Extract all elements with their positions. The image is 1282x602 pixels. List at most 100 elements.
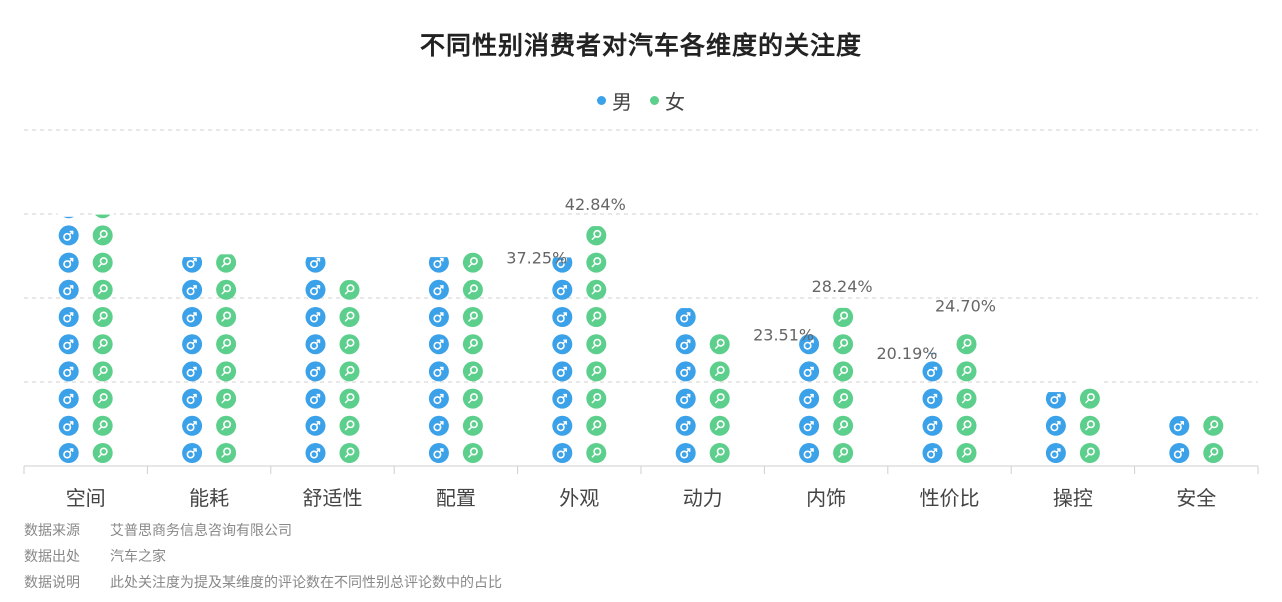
- bar-symbol-marker: [428, 361, 449, 382]
- female-symbol-icon: [344, 371, 350, 377]
- male-symbol-icon: [556, 396, 565, 405]
- male-symbol-icon: [556, 341, 565, 350]
- bar-symbol-marker: [552, 334, 573, 355]
- bar-symbol-marker: [58, 443, 79, 463]
- male-symbol-icon: [186, 287, 195, 296]
- male-symbol-icon: [556, 314, 565, 323]
- male-symbol-icon: [803, 368, 812, 377]
- female-symbol-icon: [963, 393, 972, 402]
- bar-symbol-marker: [833, 334, 854, 355]
- male-symbol-icon: [309, 396, 318, 405]
- male-symbol-icon: [1173, 423, 1182, 432]
- male-symbol-icon: [809, 421, 814, 426]
- female-symbol-icon: [99, 447, 108, 456]
- bar-male: [304, 251, 327, 463]
- female-symbol-icon: [593, 447, 602, 456]
- bar-symbol-marker: [922, 361, 943, 382]
- bar-female: [832, 306, 855, 463]
- bar-symbol-marker: [956, 415, 977, 436]
- bar-top-mask: [1044, 387, 1067, 393]
- female-symbol-icon: [469, 420, 478, 429]
- male-symbol-icon: [439, 312, 444, 317]
- female-symbol-icon: [840, 447, 849, 456]
- bar-symbol-marker: [428, 279, 449, 300]
- male-symbol-icon: [192, 393, 197, 399]
- bar-symbol-marker: [182, 388, 203, 409]
- source-value: 汽车之家: [110, 549, 166, 565]
- female-symbol-icon: [1210, 420, 1219, 429]
- male-symbol-icon: [685, 339, 691, 345]
- bar-symbol-marker: [1203, 415, 1224, 436]
- bar-symbol-marker: [305, 388, 326, 409]
- bar-symbol-marker: [92, 388, 113, 409]
- bar-female: [955, 306, 978, 463]
- bar-symbol-marker: [182, 443, 203, 463]
- male-symbol-icon: [556, 260, 565, 269]
- male-symbol-icon: [439, 366, 444, 372]
- bar-symbol-marker: [216, 415, 237, 436]
- male-symbol-icon: [186, 260, 195, 269]
- female-symbol-icon: [468, 426, 473, 431]
- male-symbol-icon: [439, 285, 444, 290]
- male-symbol-icon: [439, 448, 444, 453]
- bar-male: [181, 251, 204, 463]
- female-symbol-icon: [838, 317, 843, 322]
- bar-male: [1168, 414, 1191, 463]
- male-symbol-icon: [63, 341, 72, 350]
- male-symbol-icon: [680, 341, 689, 350]
- bar-symbol-marker: [339, 415, 360, 436]
- female-symbol-icon: [346, 447, 355, 456]
- male-symbol-icon: [68, 257, 74, 263]
- male-symbol-icon: [680, 396, 689, 405]
- female-symbol-icon: [715, 398, 720, 404]
- bar-symbol-marker: [92, 252, 113, 273]
- female-symbol-icon: [716, 447, 725, 456]
- bar-symbol-marker: [552, 361, 573, 382]
- female-symbol-icon: [221, 290, 226, 295]
- male-symbol-icon: [803, 423, 812, 432]
- bar-symbol-marker: [922, 443, 943, 463]
- male-symbol-icon: [932, 448, 938, 453]
- bar-symbol-marker: [92, 361, 113, 382]
- bar-symbol-marker: [552, 279, 573, 300]
- male-symbol-icon: [309, 260, 318, 269]
- bar-symbol-marker: [58, 415, 79, 436]
- bar-symbol-marker: [675, 361, 696, 382]
- bar-top-mask: [338, 278, 361, 281]
- bar-symbol-marker: [462, 334, 483, 355]
- female-symbol-icon: [223, 338, 232, 347]
- chart-legend: 男 女: [0, 86, 1282, 115]
- bar-symbol-marker: [92, 443, 113, 463]
- bar-symbol-marker: [1045, 415, 1066, 436]
- male-symbol-icon: [1050, 396, 1059, 405]
- male-symbol-icon: [556, 287, 565, 296]
- female-symbol-icon: [221, 344, 226, 349]
- chart-title: 不同性别消费者对汽车各维度的关注度: [419, 31, 862, 60]
- female-symbol-icon: [838, 426, 843, 431]
- male-symbol-icon: [562, 448, 567, 453]
- female-symbol-icon: [221, 317, 226, 322]
- female-symbol-icon: [1086, 447, 1095, 456]
- female-symbol-icon: [98, 290, 103, 295]
- bar-top-mask: [585, 224, 608, 227]
- female-symbol-icon: [593, 420, 602, 429]
- female-symbol-icon: [963, 447, 972, 456]
- female-symbol-icon: [99, 338, 108, 347]
- bar-symbol-marker: [462, 415, 483, 436]
- bar-top-mask: [1078, 360, 1101, 385]
- bar-symbol-marker: [462, 252, 483, 273]
- male-symbol-icon: [556, 423, 565, 432]
- female-symbol-icon: [1085, 398, 1090, 404]
- bar-symbol-marker: [586, 415, 607, 436]
- female-symbol-icon: [716, 393, 725, 402]
- bar-top-mask: [215, 251, 238, 255]
- female-symbol-icon: [591, 426, 596, 431]
- female-symbol-icon: [99, 311, 108, 320]
- bar-symbol-marker: [462, 307, 483, 327]
- bar-symbol-marker: [305, 443, 326, 463]
- female-symbol-icon: [468, 453, 473, 458]
- bar-top-mask: [427, 251, 450, 258]
- bar-symbol-marker: [709, 443, 730, 463]
- bar-top-mask: [832, 306, 855, 308]
- female-symbol-icon: [961, 453, 967, 458]
